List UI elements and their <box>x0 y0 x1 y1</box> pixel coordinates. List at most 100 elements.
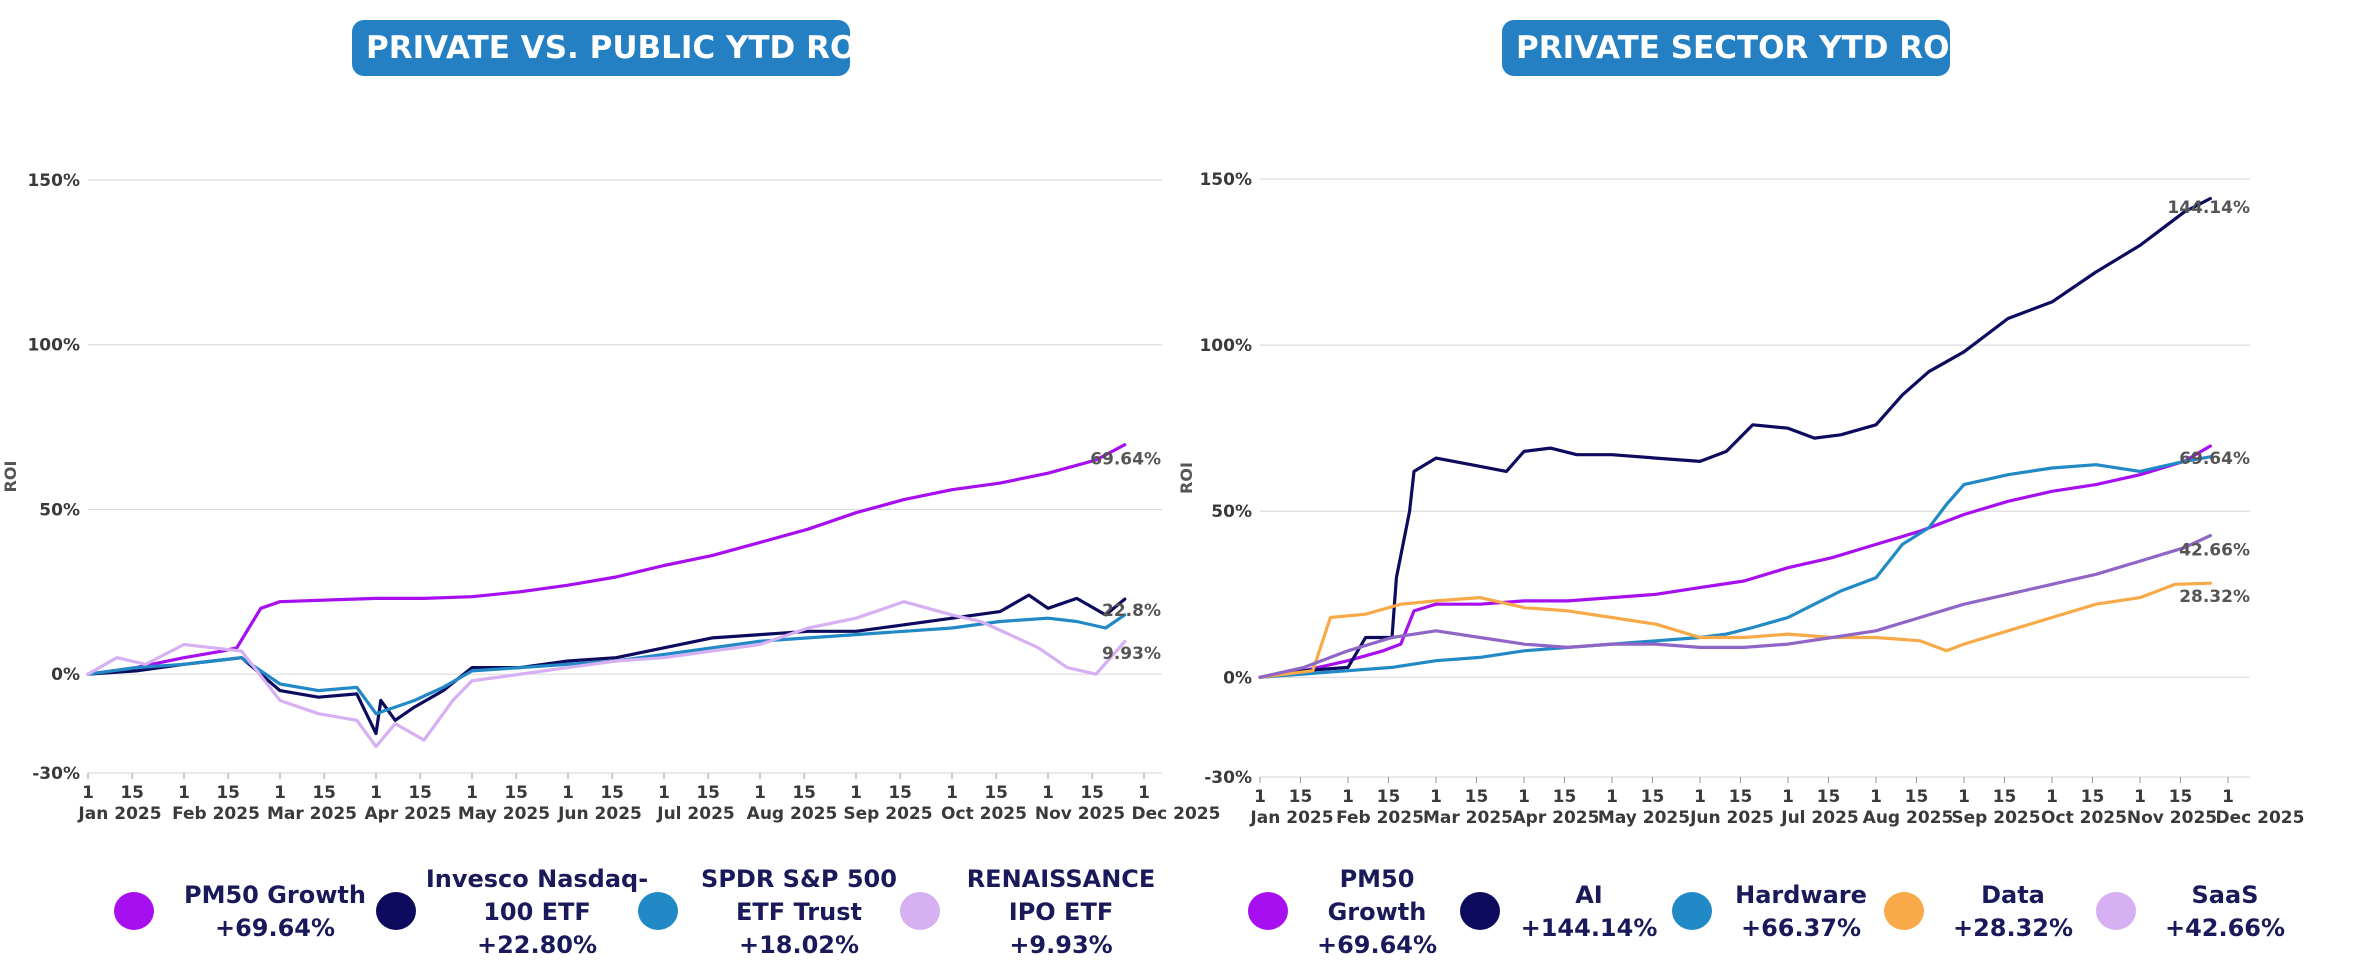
legend-series-value: +144.14% <box>1520 914 1658 942</box>
x-tick-label: 1 <box>1958 787 1970 807</box>
x-tick-label: 1 <box>1042 783 1054 803</box>
y-tick-label: 50% <box>1211 502 1252 522</box>
x-tick-label: 15 <box>792 783 816 803</box>
end-value-label: 22.8% <box>1102 601 1161 621</box>
x-tick-label: 15 <box>1729 787 1753 807</box>
x-tick-label: 1 <box>1254 787 1266 807</box>
x-tick-label: 1 <box>850 783 862 803</box>
legend-swatch-icon <box>1672 892 1712 930</box>
left-chart-title: PRIVATE VS. PUBLIC YTD ROI <box>352 20 868 76</box>
x-tick-label: 1 <box>562 783 574 803</box>
legend-swatch-icon <box>114 892 154 930</box>
x-tick-label: 15 <box>1817 787 1841 807</box>
x-tick-label: 1 <box>466 783 478 803</box>
x-tick-label: 15 <box>1080 783 1104 803</box>
y-tick-label: 150% <box>1199 170 1252 190</box>
legend-series-name: RENAISSANCE IPO ETF <box>966 864 1156 926</box>
x-month-label: Oct 2025 <box>2041 808 2127 828</box>
x-tick-label: 1 <box>658 783 670 803</box>
legend-series-name: Hardware <box>1735 881 1867 909</box>
x-tick-label: 15 <box>600 783 624 803</box>
x-tick-label: 15 <box>1993 787 2017 807</box>
y-axis-label: ROI <box>1 461 20 493</box>
legend-label: Hardware +66.37% <box>1716 862 1886 962</box>
legend-series-name: SPDR S&P 500 ETF Trust <box>701 864 897 926</box>
x-tick-label: 1 <box>946 783 958 803</box>
x-tick-label: 1 <box>1606 787 1618 807</box>
legend-series-name: SaaS <box>2191 881 2259 909</box>
legend-series-value: +28.32% <box>1952 914 2074 942</box>
x-month-label: Sep 2025 <box>843 804 932 824</box>
x-tick-label: 15 <box>1553 787 1577 807</box>
y-tick-label: 100% <box>1199 336 1252 356</box>
legend-series-name: PM50 Growth <box>1327 864 1427 926</box>
x-tick-label: 1 <box>2222 787 2234 807</box>
legend-series-value: +69.64% <box>214 914 336 942</box>
x-month-label: Feb 2025 <box>172 804 260 824</box>
x-tick-label: 1 <box>1342 787 1354 807</box>
legend-label: AI +144.14% <box>1504 862 1674 962</box>
legend-label: Data +28.32% <box>1928 862 2098 962</box>
x-month-label: May 2025 <box>458 804 550 824</box>
x-tick-label: 1 <box>1782 787 1794 807</box>
y-tick-label: 150% <box>27 171 80 191</box>
x-tick-label: 1 <box>2046 787 2058 807</box>
x-tick-label: 1 <box>1518 787 1530 807</box>
legend-label: PM50 Growth +69.64% <box>160 862 390 962</box>
x-tick-label: 15 <box>312 783 336 803</box>
legend-series-value: +18.02% <box>738 930 860 959</box>
x-tick-label: 15 <box>888 783 912 803</box>
series-line-ai <box>1258 196 2212 679</box>
legend-label: Invesco Nasdaq-100 ETF +22.80% <box>422 862 652 962</box>
y-tick-label: 50% <box>39 500 80 520</box>
x-month-label: Nov 2025 <box>2127 808 2217 828</box>
x-month-label: Oct 2025 <box>941 804 1027 824</box>
legend-swatch-icon <box>2096 892 2136 930</box>
y-axis-label: ROI <box>1177 462 1196 494</box>
x-month-label: Aug 2025 <box>1863 808 1954 828</box>
x-month-label: Apr 2025 <box>365 804 452 824</box>
x-month-label: Jul 2025 <box>656 804 735 824</box>
x-month-label: Jan 2025 <box>1249 808 1333 828</box>
legend-label: SaaS +42.66% <box>2140 862 2310 962</box>
x-month-label: Mar 2025 <box>1423 808 1513 828</box>
legend-swatch-icon <box>1460 892 1500 930</box>
end-value-label: 69.64% <box>2179 449 2250 469</box>
x-tick-label: 15 <box>984 783 1008 803</box>
x-month-label: Dec 2025 <box>1132 804 1221 824</box>
legend-swatch-icon <box>1884 892 1924 930</box>
series-line-hardware <box>1258 455 2212 679</box>
x-tick-label: 1 <box>754 783 766 803</box>
legend-series-value: +69.64% <box>1316 930 1438 959</box>
x-tick-label: 15 <box>696 783 720 803</box>
x-tick-label: 1 <box>1138 783 1150 803</box>
x-month-label: Jul 2025 <box>1780 808 1859 828</box>
x-tick-label: 15 <box>408 783 432 803</box>
x-tick-label: 15 <box>504 783 528 803</box>
x-tick-label: 15 <box>1377 787 1401 807</box>
series-line-pm50-growth <box>86 443 1127 676</box>
end-value-label: 144.14% <box>2167 198 2250 218</box>
legend-swatch-icon <box>376 892 416 930</box>
x-month-label: Nov 2025 <box>1035 804 1125 824</box>
x-tick-label: 1 <box>82 783 94 803</box>
x-month-label: Jun 2025 <box>557 804 642 824</box>
x-month-label: Dec 2025 <box>2216 808 2305 828</box>
x-tick-label: 15 <box>1289 787 1313 807</box>
end-value-label: 42.66% <box>2179 540 2250 560</box>
y-tick-label: -30% <box>1204 768 1252 788</box>
x-tick-label: 15 <box>2081 787 2105 807</box>
series-line-invesco-nasdaq-100-etf <box>86 593 1127 736</box>
x-tick-label: 1 <box>178 783 190 803</box>
y-tick-label: -30% <box>32 764 80 784</box>
end-value-label: 69.64% <box>1090 449 1161 469</box>
y-tick-label: 100% <box>27 336 80 356</box>
x-tick-label: 1 <box>370 783 382 803</box>
x-month-label: Jun 2025 <box>1689 808 1774 828</box>
legend-swatch-icon <box>638 892 678 930</box>
legend-series-name: Invesco Nasdaq-100 ETF <box>425 864 649 926</box>
legend-label: RENAISSANCE IPO ETF +9.93% <box>946 862 1176 962</box>
right-chart-title: PRIVATE SECTOR YTD ROI <box>1502 20 1961 76</box>
legend-swatch-icon <box>900 892 940 930</box>
